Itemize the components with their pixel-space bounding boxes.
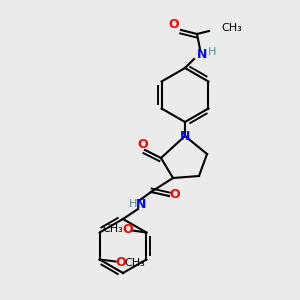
Text: CH₃: CH₃ bbox=[102, 224, 123, 235]
Text: O: O bbox=[115, 256, 126, 269]
Text: N: N bbox=[136, 199, 146, 212]
Text: O: O bbox=[169, 19, 179, 32]
Text: H: H bbox=[129, 199, 137, 209]
Text: N: N bbox=[197, 47, 207, 61]
Text: N: N bbox=[180, 130, 190, 142]
Text: CH₃: CH₃ bbox=[124, 257, 145, 268]
Text: O: O bbox=[138, 139, 148, 152]
Text: O: O bbox=[170, 188, 180, 202]
Text: CH₃: CH₃ bbox=[221, 23, 242, 33]
Text: O: O bbox=[122, 223, 133, 236]
Text: H: H bbox=[208, 47, 216, 57]
